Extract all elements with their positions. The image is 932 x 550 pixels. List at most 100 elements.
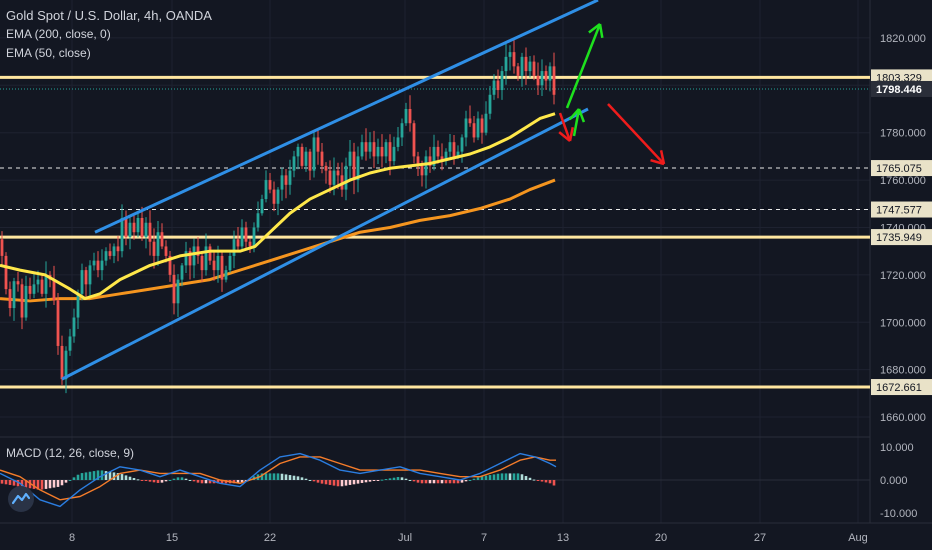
macd-histogram-bar: [116, 473, 120, 480]
ema-50-label[interactable]: EMA (50, close): [6, 46, 91, 60]
candle-body: [496, 80, 500, 91]
candle-body: [288, 170, 292, 185]
macd-histogram-bar: [276, 473, 280, 480]
level-price-tag: [871, 160, 932, 177]
macd-histogram-bar: [428, 480, 432, 484]
candle-body: [304, 151, 308, 166]
macd-histogram-bar: [288, 475, 292, 480]
candle-body: [264, 180, 268, 200]
macd-histogram-bar: [68, 480, 72, 481]
candle-body: [88, 265, 92, 285]
candle-body: [516, 66, 520, 76]
macd-histogram-bar: [36, 480, 40, 490]
candle-body: [168, 255, 172, 275]
macd-histogram-bar: [32, 480, 36, 489]
macd-histogram-bar: [240, 480, 244, 483]
symbol-title[interactable]: Gold Spot / U.S. Dollar, 4h, OANDA: [6, 8, 212, 23]
tradingview-logo-icon[interactable]: [8, 486, 34, 512]
macd-histogram-bar: [464, 480, 468, 482]
candle-body: [504, 56, 508, 72]
chart-logo-icon: [12, 492, 30, 505]
macd-histogram-bar: [500, 473, 504, 480]
macd-histogram-bar: [280, 473, 284, 480]
macd-histogram-bar: [460, 480, 464, 483]
ema-200-label[interactable]: EMA (200, close, 0): [6, 27, 111, 41]
candle-body: [4, 255, 8, 290]
candle-body: [228, 255, 232, 271]
macd-histogram-bar: [140, 480, 144, 481]
macd-histogram-bar: [236, 480, 240, 484]
candle-body: [384, 142, 388, 157]
candle-body: [536, 75, 540, 86]
arrow-down-large: [607, 103, 665, 165]
macd-histogram-bar: [144, 480, 148, 481]
candle-body: [260, 199, 264, 214]
candle-body: [320, 151, 324, 166]
candle-body: [212, 260, 216, 271]
candle-body: [284, 175, 288, 185]
candle-body: [392, 146, 396, 162]
macd-histogram-bar: [12, 480, 16, 486]
macd-histogram-bar: [168, 480, 172, 481]
macd-histogram-bar: [48, 480, 52, 489]
candle-body: [372, 142, 376, 157]
macd-histogram-bar: [512, 473, 516, 480]
macd-label[interactable]: MACD (12, 26, close, 9): [6, 446, 135, 460]
candle-body: [84, 270, 88, 285]
candle-body: [160, 232, 164, 247]
price-tick-label: 1700.000: [880, 317, 926, 329]
macd-histogram-bar: [416, 480, 420, 483]
candle-body: [312, 137, 316, 171]
candle-body: [152, 241, 156, 256]
candle-body: [36, 279, 40, 285]
macd-histogram-bar: [180, 477, 184, 480]
macd-histogram-bar: [52, 480, 56, 488]
candle-body: [508, 52, 512, 57]
candle-body: [280, 175, 284, 190]
candle-body: [0, 239, 4, 256]
candle-body: [108, 251, 112, 256]
macd-histogram-bar: [348, 480, 352, 485]
last-price-tag: [871, 80, 932, 97]
candle-body: [352, 151, 356, 181]
macd-histogram-bar: [136, 479, 140, 481]
candle-body: [164, 246, 168, 256]
candle-body: [328, 170, 332, 185]
macd-histogram-bar: [492, 474, 496, 480]
candle-body: [552, 66, 556, 95]
macd-histogram-bar: [400, 477, 404, 480]
candle-body: [324, 165, 328, 171]
candle-body: [60, 345, 64, 380]
time-tick-label: 20: [655, 532, 667, 544]
trend-channel: [61, 0, 599, 381]
macd-histogram-bar: [376, 480, 380, 481]
macd-histogram-bar: [164, 480, 168, 482]
macd-histogram-bar: [432, 480, 436, 484]
macd-histogram-bar: [472, 478, 476, 480]
time-tick-label: 13: [557, 532, 569, 544]
time-axis[interactable]: 8 15 22 Jul 7 13 20 27 Aug: [69, 532, 868, 544]
time-tick-label: 27: [754, 532, 766, 544]
macd-histogram-bar: [508, 473, 512, 480]
macd-histogram-bar: [160, 480, 164, 483]
macd-histogram-bar: [452, 480, 456, 484]
candle-body: [344, 165, 348, 190]
candle-body: [208, 246, 212, 261]
candle-body: [44, 274, 48, 294]
last-price-label: 1798.446: [876, 84, 922, 96]
macd-histogram-bar: [208, 480, 212, 484]
candle-body: [360, 142, 364, 157]
level-price-label: 1735.949: [876, 232, 922, 244]
price-axis[interactable]: 1660.0001680.0001700.0001720.0001740.000…: [871, 33, 932, 520]
macd-histogram-bar: [172, 478, 176, 480]
candle-body: [140, 218, 144, 237]
candle-body: [232, 239, 236, 256]
price-tick-label: 1680.000: [880, 365, 926, 377]
candle-body: [520, 56, 524, 76]
macd-histogram-bar: [76, 474, 80, 480]
chart-grid: [0, 0, 932, 524]
candle-body: [272, 189, 276, 204]
macd-histogram-bar: [496, 473, 500, 480]
candle-body: [544, 71, 548, 81]
